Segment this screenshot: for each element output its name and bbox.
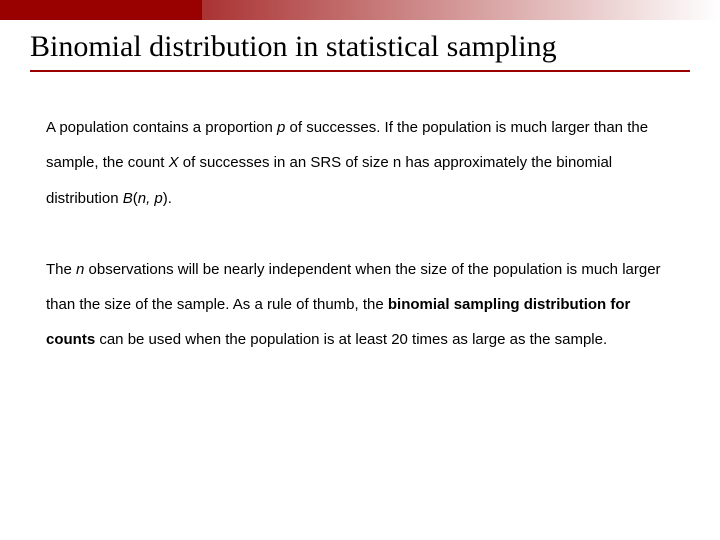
slide-title: Binomial distribution in statistical sam… [0, 20, 720, 70]
p2-text: The [46, 261, 76, 278]
header-bar [0, 0, 720, 20]
p2-text: can be used when the population is at le… [95, 331, 607, 348]
p1-text: A population contains a proportion [46, 119, 277, 136]
p1-var-x: X [169, 154, 179, 171]
p1-var-b: B [123, 190, 133, 207]
paragraph-1: A population contains a proportion p of … [46, 110, 674, 216]
slide-content: A population contains a proportion p of … [0, 72, 720, 358]
header-bar-dark [0, 0, 202, 20]
header-bar-gradient [202, 0, 720, 20]
paragraph-2: The n observations will be nearly indepe… [46, 252, 674, 358]
p1-var-np: n, p [138, 190, 163, 207]
p1-text: ). [163, 190, 172, 207]
